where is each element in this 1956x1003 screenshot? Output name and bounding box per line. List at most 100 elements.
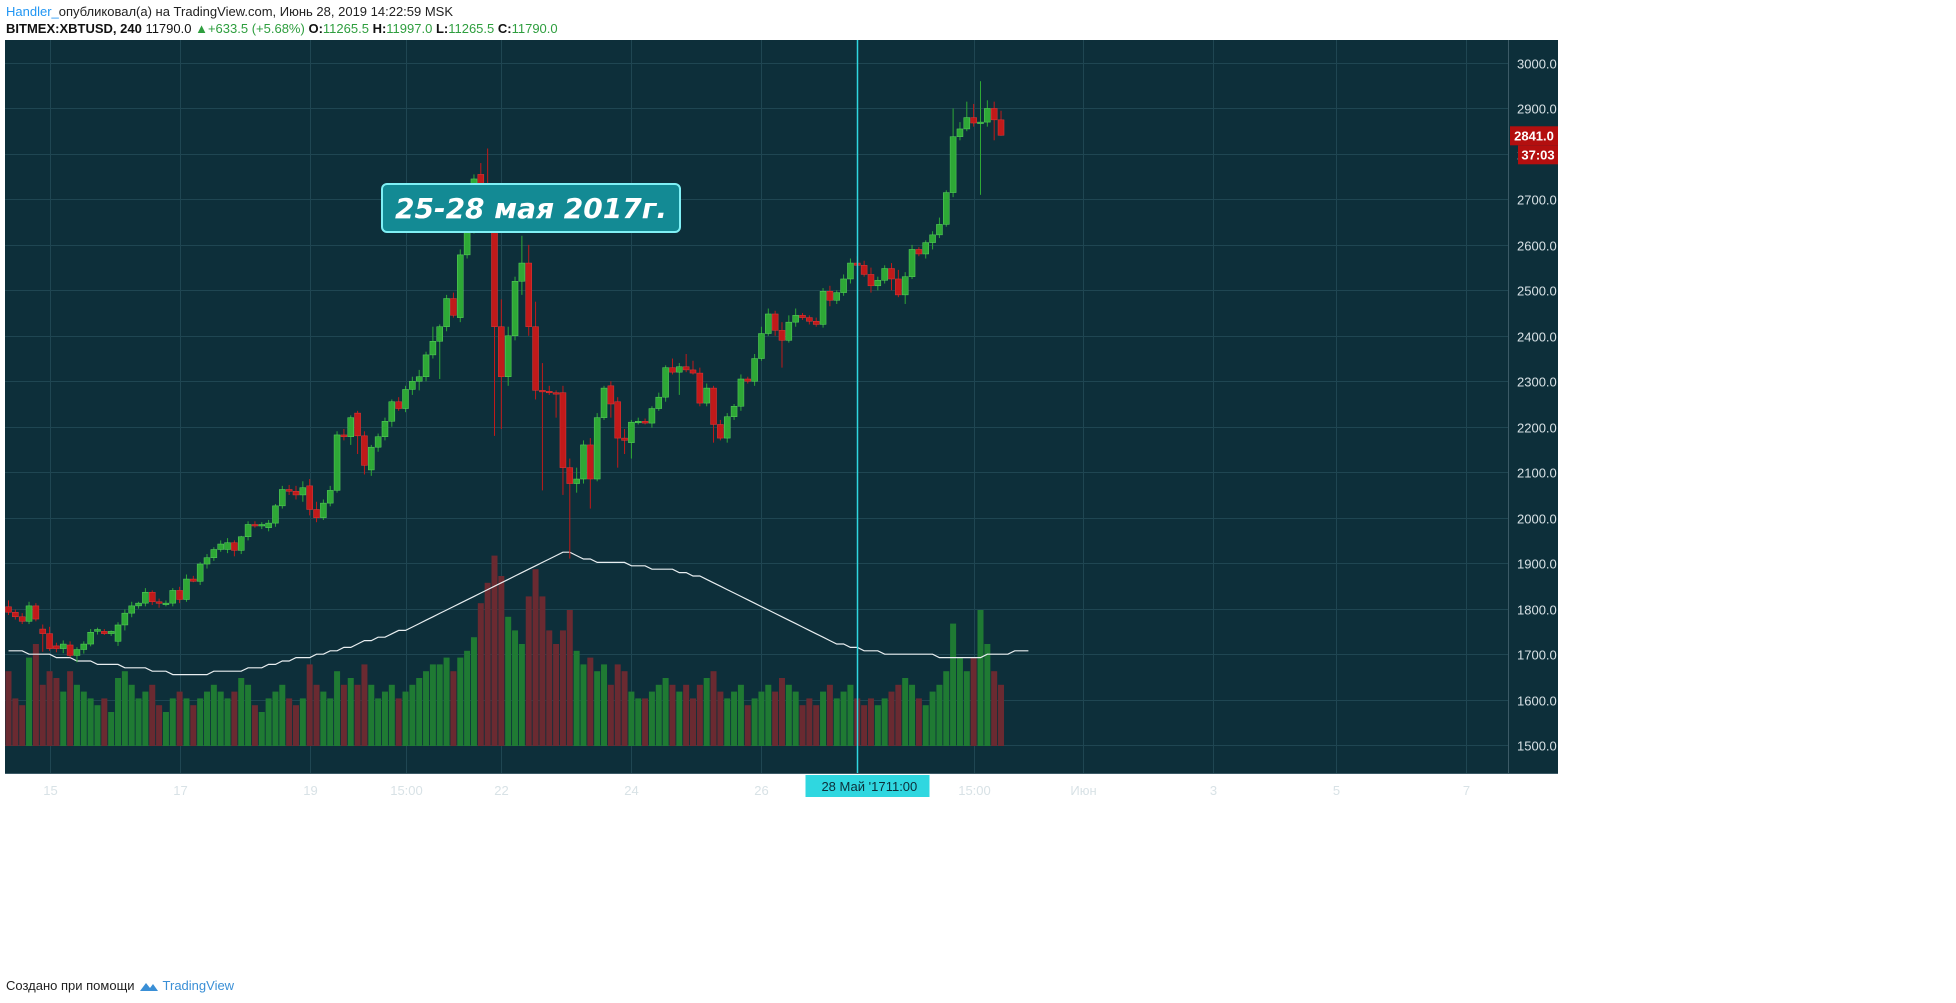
- footer-brand[interactable]: TradingView: [162, 978, 235, 993]
- candle: [860, 260, 868, 277]
- candle: [429, 326, 437, 359]
- volume-bar: [87, 698, 94, 746]
- candle-body: [990, 108, 998, 121]
- volume-bar: [867, 698, 874, 746]
- volume-bar: [354, 684, 361, 746]
- candle: [53, 642, 60, 653]
- volume-bar: [416, 678, 423, 746]
- candle-body: [25, 605, 33, 622]
- volume-bar: [655, 684, 662, 746]
- candle: [744, 376, 752, 384]
- volume-bar: [861, 705, 868, 746]
- candle: [313, 501, 320, 523]
- candle: [183, 574, 190, 602]
- volume-bar: [12, 698, 19, 746]
- volume-bar: [676, 691, 683, 746]
- last-price-label: 2841.0: [1514, 128, 1554, 143]
- candle: [847, 258, 854, 284]
- open-value: 11265.5: [322, 21, 369, 36]
- candle-body: [778, 330, 786, 341]
- candle-body: [799, 315, 806, 318]
- y-tick-label: 2700.0: [1517, 193, 1557, 208]
- volume-bar: [450, 671, 457, 746]
- x-tick-label: 24: [624, 783, 638, 798]
- candle: [457, 249, 464, 323]
- volume-bar: [621, 671, 628, 746]
- volume-bar: [347, 678, 354, 746]
- volume-bar: [183, 698, 190, 746]
- candle-body: [771, 313, 779, 331]
- volume-bar: [169, 698, 176, 746]
- volume-bar: [197, 698, 204, 746]
- volume-bar: [895, 684, 902, 746]
- candle-body: [833, 292, 840, 301]
- candle-body: [114, 624, 122, 642]
- y-tick-label: 1900.0: [1517, 557, 1557, 572]
- candle-body: [812, 321, 820, 325]
- volume-bar: [39, 684, 46, 746]
- volume-bar: [744, 705, 751, 746]
- candle: [696, 367, 704, 407]
- candle-body: [751, 358, 758, 382]
- volume-bar: [710, 671, 717, 746]
- candle: [32, 603, 40, 622]
- volume-bar: [409, 684, 416, 746]
- candle-body: [272, 505, 279, 524]
- x-tick-label: 5: [1333, 783, 1340, 798]
- volume-bar: [922, 705, 929, 746]
- candle: [641, 418, 649, 425]
- volume-bar: [909, 684, 916, 746]
- volume-bar: [840, 691, 847, 746]
- candle-body: [600, 387, 608, 418]
- candle: [66, 641, 74, 658]
- candle-body: [682, 366, 690, 371]
- candle-body: [176, 590, 183, 600]
- candle-body: [710, 387, 717, 425]
- candle: [504, 326, 512, 386]
- y-tick-label: 2500.0: [1517, 284, 1557, 299]
- publish-info: Handler_опубликовал(а) на TradingView.co…: [6, 4, 453, 19]
- close-value: 11790.0: [511, 21, 558, 36]
- author-name[interactable]: Handler_: [6, 4, 59, 19]
- up-triangle-icon: ▲: [195, 21, 208, 36]
- volume-bar: [806, 698, 813, 746]
- candle: [272, 504, 279, 527]
- volume-bar: [313, 684, 320, 746]
- volume-bar: [833, 698, 840, 746]
- volume-bar: [135, 698, 142, 746]
- volume-bar: [778, 678, 785, 746]
- candle-body: [320, 502, 327, 518]
- candle: [231, 540, 238, 557]
- candle-body: [409, 381, 416, 390]
- price-chart[interactable]: 3000.02900.02800.02700.02600.02500.02400…: [0, 40, 1956, 970]
- candle: [148, 590, 156, 605]
- candle: [922, 240, 929, 259]
- candle: [18, 613, 26, 625]
- candle: [409, 376, 416, 395]
- volume-bar: [847, 684, 854, 746]
- candle: [785, 315, 793, 343]
- high-label: H:: [372, 21, 387, 36]
- candle-body: [689, 369, 697, 374]
- candle-body: [641, 421, 649, 424]
- volume-bar: [614, 664, 621, 746]
- candle-body: [580, 444, 587, 480]
- candle: [162, 600, 170, 607]
- candle: [422, 351, 430, 382]
- volume-bar: [286, 698, 293, 746]
- x-tick-label: 17: [173, 783, 187, 798]
- candle-body: [922, 242, 929, 255]
- volume-bar: [53, 678, 60, 746]
- volume-bar: [381, 691, 388, 746]
- candle: [265, 519, 272, 532]
- volume-bar: [457, 657, 464, 746]
- candle-body: [847, 262, 854, 280]
- candle-body: [374, 436, 382, 448]
- candle-body: [504, 335, 512, 377]
- candle-body: [107, 631, 115, 634]
- candle: [949, 108, 957, 198]
- candle: [977, 81, 984, 195]
- candle-body: [552, 392, 560, 395]
- candle-body: [895, 278, 902, 296]
- candle: [73, 647, 81, 663]
